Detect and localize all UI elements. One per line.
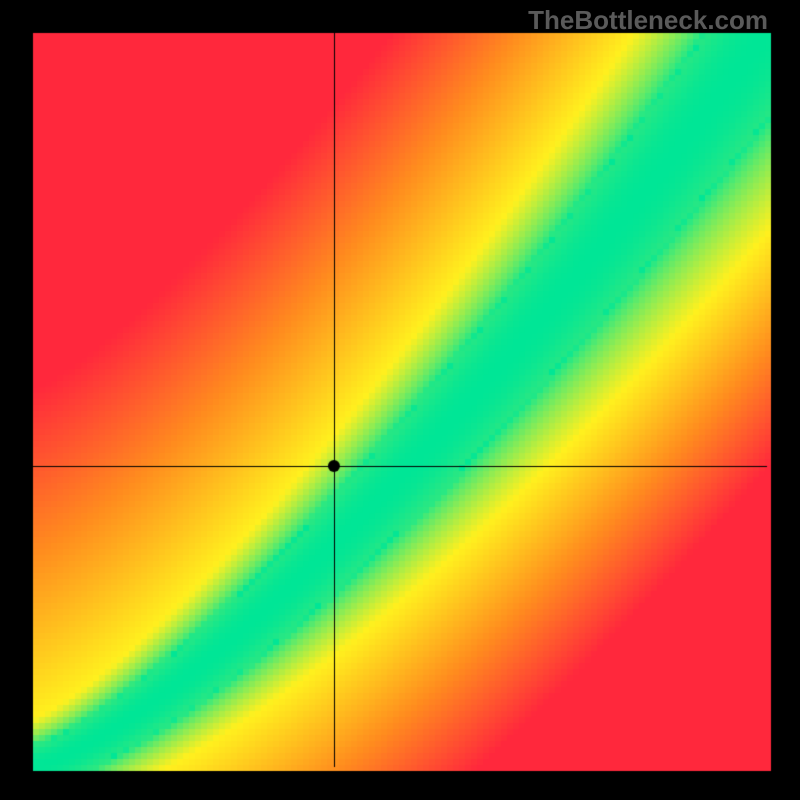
watermark-text: TheBottleneck.com	[528, 5, 768, 36]
bottleneck-heatmap	[0, 0, 800, 800]
